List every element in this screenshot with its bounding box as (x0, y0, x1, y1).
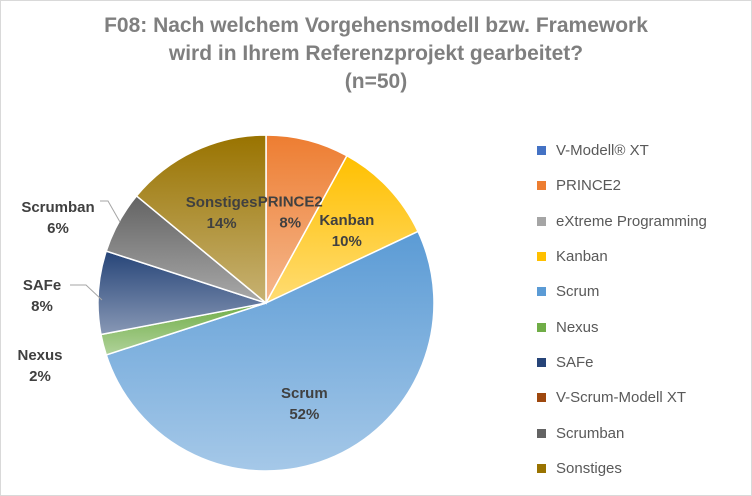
slice-label-name-sonstiges: Sonstiges (186, 194, 258, 211)
legend-swatch-prince2 (537, 181, 546, 191)
chart-title-line-2: wird in Ihrem Referenzprojekt gearbeitet… (168, 42, 584, 65)
slice-label-sonstiges: Sonstiges 14% (186, 194, 258, 232)
legend-label-scrum: Scrum (556, 283, 600, 301)
pie-slice-kanban (264, 154, 420, 305)
pie-slice-sonstiges (135, 134, 267, 305)
legend-item-v-scrum-modell-xt: V-Scrum-Modell XT (537, 380, 707, 415)
slice-label-name-kanban: Kanban (319, 212, 374, 229)
chart-title-line-1: F08: Nach welchem Vorgehensmodell bzw. F… (104, 14, 648, 37)
legend-swatch-scrumban (537, 428, 546, 438)
legend-swatch-nexus (537, 322, 546, 332)
pie-slice-scrum (105, 230, 435, 472)
legend-label-scrumban: Scrumban (556, 424, 625, 442)
legend-swatch-scrum (537, 287, 546, 297)
legend-label-sonstiges: Sonstiges (556, 459, 622, 477)
chart-title: F08: Nach welchem Vorgehensmodell bzw. F… (0, 12, 752, 96)
legend-swatch-v-modell-xt (537, 146, 546, 156)
legend-swatch-safe (537, 357, 546, 367)
slice-label-prince2: PRINCE2 8% (258, 194, 323, 232)
slice-label-scrum: Scrum 52% (281, 385, 328, 423)
legend-label-nexus: Nexus (556, 318, 599, 336)
legend-item-scrum: Scrum (537, 274, 707, 309)
legend-swatch-extreme-programming (537, 216, 546, 226)
legend-item-scrumban: Scrumban (537, 415, 707, 450)
slice-label-value-kanban: 10% (332, 233, 362, 250)
slice-label-value-prince2: 8% (279, 215, 301, 232)
slice-label-safe: SAFe 8% (23, 277, 61, 315)
leader-line-scrumban (100, 200, 121, 223)
legend-item-kanban: Kanban (537, 239, 707, 274)
legend-label-prince2: PRINCE2 (556, 177, 622, 195)
slice-label-name-prince2: PRINCE2 (258, 194, 323, 211)
slice-label-value-nexus: 2% (29, 368, 51, 385)
legend-label-v-modell-xt: V-Modell® XT (556, 142, 649, 160)
legend-label-kanban: Kanban (556, 248, 608, 266)
legend-label-safe: SAFe (556, 353, 594, 371)
chart-title-line-3: (n=50) (344, 70, 408, 93)
slice-label-value-scrum: 52% (289, 406, 319, 423)
slice-label-scrumban: Scrumban 6% (21, 199, 94, 237)
legend-swatch-kanban (537, 252, 546, 262)
slice-label-name-scrum: Scrum (281, 385, 328, 402)
legend-item-sonstiges: Sonstiges (537, 451, 707, 486)
legend: V-Modell® XT PRINCE2 eXtreme Programming Ka… (537, 133, 707, 486)
slice-label-kanban: Kanban 10% (319, 212, 374, 250)
legend-swatch-sonstiges (537, 463, 546, 473)
legend-item-prince2: PRINCE2 (537, 168, 707, 203)
legend-item-v-modell-xt: V-Modell® XT (537, 133, 707, 168)
legend-item-nexus: Nexus (537, 309, 707, 344)
slice-label-name-safe: SAFe (23, 277, 61, 294)
legend-item-safe: SAFe (537, 345, 707, 380)
legend-swatch-v-scrum-modell-xt (537, 393, 546, 403)
slice-label-value-scrumban: 6% (47, 220, 69, 237)
slice-label-value-sonstiges: 14% (207, 215, 237, 232)
slice-label-name-scrumban: Scrumban (21, 199, 94, 216)
legend-label-extreme-programming: eXtreme Programming (556, 212, 707, 230)
legend-label-v-scrum-modell-xt: V-Scrum-Modell XT (556, 389, 687, 407)
leader-line-safe (70, 284, 103, 301)
slice-label-nexus: Nexus 2% (17, 347, 62, 385)
slice-label-name-nexus: Nexus (17, 347, 62, 364)
slice-label-value-safe: 8% (31, 298, 53, 315)
legend-item-extreme-programming: eXtreme Programming (537, 204, 707, 239)
